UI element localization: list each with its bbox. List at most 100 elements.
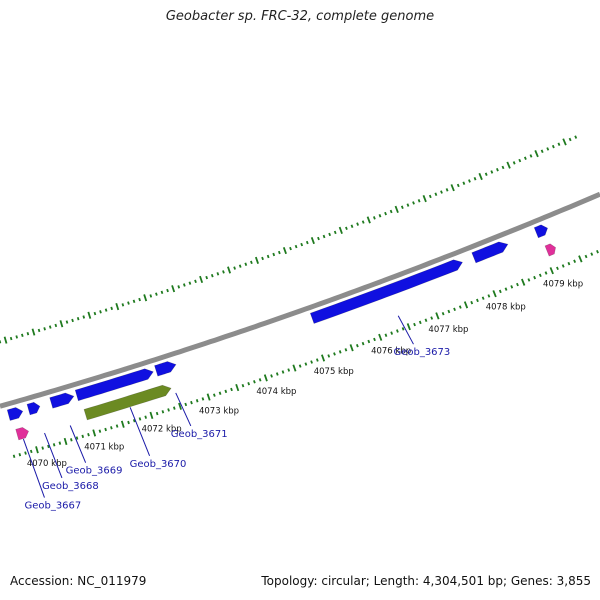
inner-tick bbox=[292, 364, 297, 372]
inner-tick bbox=[184, 402, 188, 407]
outer-tick bbox=[484, 172, 488, 176]
inner-tick bbox=[161, 410, 165, 414]
inner-tick bbox=[24, 451, 27, 455]
cds-feature[interactable] bbox=[74, 368, 154, 402]
inner-tick bbox=[521, 278, 526, 286]
inner-tick bbox=[390, 331, 394, 335]
inner-tick bbox=[241, 383, 245, 388]
inner-tick bbox=[75, 436, 79, 440]
inner-tick bbox=[104, 427, 107, 432]
outer-tick bbox=[305, 240, 309, 245]
inner-tick bbox=[47, 444, 50, 449]
outer-tick bbox=[384, 211, 387, 216]
inner-tick bbox=[110, 426, 113, 430]
outer-tick bbox=[468, 179, 471, 183]
cds-feature[interactable] bbox=[26, 401, 41, 416]
inner-tick-track bbox=[12, 249, 599, 458]
outer-tick bbox=[440, 190, 443, 194]
cds-feature[interactable] bbox=[471, 241, 509, 264]
inner-tick bbox=[401, 327, 405, 331]
outer-tick bbox=[333, 230, 337, 235]
tick-label: 4072 kbp bbox=[142, 425, 182, 435]
inner-tick bbox=[63, 437, 68, 446]
inner-tick bbox=[281, 370, 285, 374]
outer-tick bbox=[557, 142, 561, 146]
inner-tick bbox=[561, 264, 565, 268]
outer-tick bbox=[294, 244, 298, 249]
tick-label: 4073 kbp bbox=[199, 406, 239, 416]
outer-tick bbox=[551, 144, 555, 149]
tick-label: 4071 kbp bbox=[84, 442, 124, 452]
gene-leader-line bbox=[69, 425, 87, 463]
gene-label[interactable]: Geob_3667 bbox=[24, 501, 81, 512]
inner-tick bbox=[304, 362, 308, 366]
outer-tick bbox=[194, 279, 197, 284]
inner-tick bbox=[138, 417, 142, 421]
inner-tick bbox=[218, 391, 222, 395]
inner-tick bbox=[270, 374, 273, 378]
outer-tick bbox=[300, 242, 304, 247]
gene-leader-line bbox=[175, 392, 192, 427]
inner-tick bbox=[424, 318, 428, 322]
cds-feature[interactable] bbox=[309, 259, 463, 324]
outer-tick bbox=[546, 147, 550, 151]
outer-tick bbox=[59, 320, 64, 328]
inner-tick bbox=[70, 438, 73, 442]
outer-tick bbox=[76, 317, 80, 321]
outer-tick bbox=[496, 167, 499, 172]
map-title: Geobacter sp. FRC-32, complete genome bbox=[165, 9, 435, 24]
outer-tick bbox=[523, 156, 527, 160]
inner-tick bbox=[378, 333, 383, 341]
outer-tick bbox=[37, 328, 41, 333]
forward-strand-track bbox=[6, 224, 548, 421]
outer-tick bbox=[490, 170, 494, 174]
inner-tick bbox=[544, 271, 548, 275]
outer-tick bbox=[356, 222, 359, 226]
inner-tick bbox=[98, 429, 102, 433]
outer-tick bbox=[199, 275, 204, 284]
gene-leader-line bbox=[397, 315, 414, 345]
gene-label[interactable]: Geob_3671 bbox=[171, 429, 228, 440]
gene-label[interactable]: Geob_3673 bbox=[393, 347, 450, 358]
inner-tick bbox=[247, 382, 251, 386]
cds-feature[interactable] bbox=[533, 224, 548, 239]
outer-tick bbox=[261, 256, 264, 261]
gene-label[interactable]: Geob_3669 bbox=[66, 466, 123, 477]
outer-tick bbox=[417, 199, 421, 203]
outer-tick bbox=[529, 154, 533, 158]
inner-tick bbox=[35, 446, 39, 454]
outer-tick bbox=[160, 290, 164, 295]
outer-tick bbox=[512, 161, 516, 165]
outer-tick bbox=[506, 161, 511, 169]
inner-tick bbox=[476, 298, 479, 303]
inner-tick bbox=[190, 400, 193, 405]
gene-label[interactable]: Geob_3670 bbox=[130, 459, 187, 470]
outer-tick bbox=[149, 294, 153, 298]
rna-feature[interactable] bbox=[15, 427, 29, 441]
cds-feature[interactable] bbox=[49, 392, 75, 409]
inner-tick bbox=[230, 387, 233, 392]
inner-tick bbox=[492, 290, 497, 298]
outer-tick bbox=[428, 194, 432, 199]
cds-feature-highlight[interactable] bbox=[83, 384, 172, 421]
cds-feature[interactable] bbox=[6, 407, 24, 421]
outer-tick bbox=[216, 272, 220, 276]
rna-feature[interactable] bbox=[544, 243, 556, 257]
tick-label: 4078 kbp bbox=[486, 303, 526, 313]
outer-tick bbox=[434, 192, 438, 196]
inner-tick bbox=[18, 452, 22, 457]
outer-tick bbox=[3, 336, 8, 344]
inner-tick bbox=[132, 419, 136, 423]
inner-tick bbox=[327, 354, 331, 358]
inner-tick bbox=[333, 352, 336, 356]
outer-tick bbox=[389, 209, 393, 214]
outer-tick bbox=[43, 327, 46, 331]
outer-tick bbox=[171, 285, 176, 293]
cds-feature[interactable] bbox=[154, 361, 177, 377]
gene-label[interactable]: Geob_3668 bbox=[42, 481, 99, 492]
gene-label-group[interactable]: Geob_3667 Geob_3668 Geob_3669 Geob_3670 Geob… bbox=[22, 315, 450, 512]
outer-tick bbox=[127, 301, 130, 305]
inner-tick bbox=[418, 320, 422, 325]
outer-tick bbox=[31, 328, 36, 336]
